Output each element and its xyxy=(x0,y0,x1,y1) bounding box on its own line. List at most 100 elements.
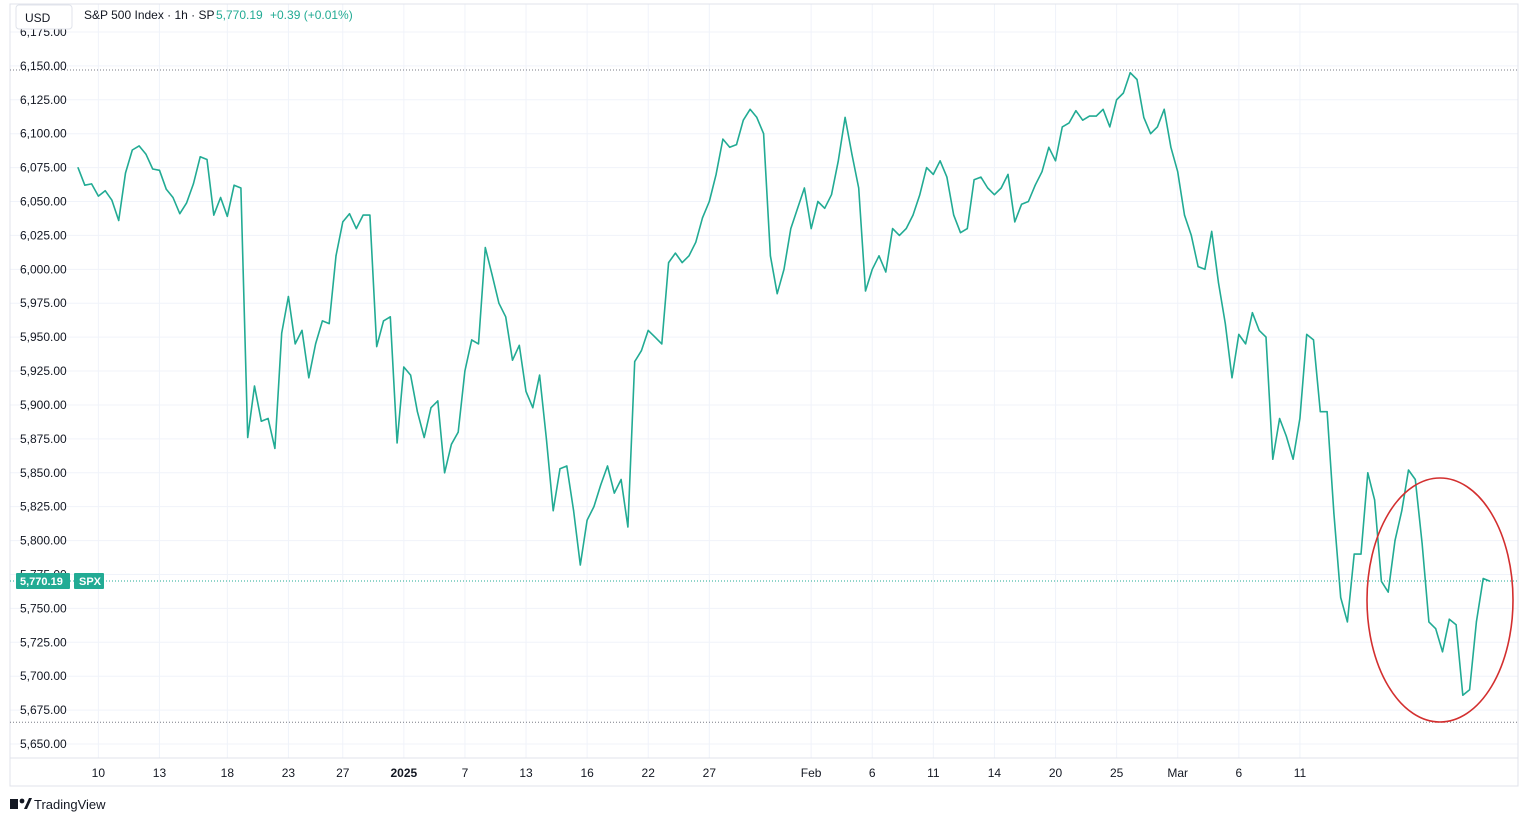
price-point xyxy=(1414,478,1416,481)
last-price-label: 5,770.19 xyxy=(20,576,63,588)
price-axis[interactable]: 5,650.00 5,675.00 5,700.00 5,725.00 5,750.00… xyxy=(20,25,67,751)
price-point xyxy=(1326,411,1328,413)
price-point xyxy=(885,271,887,273)
price-point xyxy=(1292,458,1294,460)
price-point xyxy=(396,442,398,444)
y-tick-label: 6,150.00 xyxy=(20,59,67,73)
price-point xyxy=(104,190,106,192)
price-point xyxy=(606,465,609,467)
y-tick-label: 6,025.00 xyxy=(20,228,67,242)
price-point xyxy=(749,108,751,110)
price-point xyxy=(91,183,93,185)
currency-label[interactable]: USD xyxy=(25,11,51,25)
price-point xyxy=(722,138,724,140)
y-tick-label: 5,725.00 xyxy=(20,635,67,649)
price-point xyxy=(695,241,697,243)
price-point xyxy=(233,184,235,186)
price-point xyxy=(97,195,99,197)
price-point xyxy=(376,346,378,348)
y-tick-label: 6,050.00 xyxy=(20,195,67,209)
x-tick-label: 14 xyxy=(988,766,1002,780)
price-point xyxy=(545,438,548,440)
tradingview-logo[interactable]: TradingView xyxy=(10,797,106,812)
price-point xyxy=(1183,214,1186,216)
price-point xyxy=(1231,377,1233,379)
price-point xyxy=(1469,689,1471,691)
x-tick-label: 11 xyxy=(927,766,940,780)
price-point xyxy=(437,400,439,402)
price-point xyxy=(1150,133,1152,135)
price-point xyxy=(192,183,194,185)
price-point xyxy=(186,202,188,204)
price-point xyxy=(1000,187,1002,189)
price-point xyxy=(790,228,792,230)
price-point xyxy=(213,214,215,216)
price-point xyxy=(742,119,744,121)
price-point xyxy=(152,168,154,170)
price-point xyxy=(342,221,344,223)
price-point xyxy=(613,492,615,494)
price-point xyxy=(484,247,486,249)
price-point xyxy=(1258,329,1260,331)
y-tick-label: 5,850.00 xyxy=(20,466,67,480)
price-point xyxy=(158,169,161,171)
price-point xyxy=(871,268,873,270)
price-point xyxy=(1272,458,1274,460)
price-point xyxy=(1021,203,1023,205)
price-point xyxy=(1088,115,1091,117)
chart-grid xyxy=(10,4,1518,758)
price-point xyxy=(858,187,860,189)
y-tick-label: 5,975.00 xyxy=(20,296,67,310)
price-point xyxy=(844,116,846,118)
x-tick-label: 6 xyxy=(1235,766,1242,780)
price-point xyxy=(1306,333,1308,335)
price-point xyxy=(783,268,785,270)
price-point xyxy=(1421,542,1423,544)
price-point xyxy=(1156,126,1158,128)
price-point xyxy=(1068,122,1070,124)
price-point xyxy=(803,187,806,189)
legend-header[interactable]: USD S&P 500 Index · 1h · SP 5,770.19 +0.… xyxy=(15,4,353,30)
price-point xyxy=(1251,312,1253,314)
price-point xyxy=(281,332,283,334)
price-point xyxy=(1475,621,1477,623)
price-point xyxy=(1204,268,1206,270)
price-point xyxy=(315,343,317,345)
price-point xyxy=(1190,234,1192,236)
x-tick-label: 6 xyxy=(869,766,876,780)
price-point xyxy=(389,316,391,318)
time-axis[interactable]: 10 13 18 23 27 2025 7 13 16 22 27 Feb 6 11 14 20 25 Mar 6 1… xyxy=(92,766,1307,780)
price-point xyxy=(593,506,595,508)
price-point xyxy=(674,252,677,254)
x-tick-label: 7 xyxy=(462,766,469,780)
price-point xyxy=(797,207,799,209)
price-point xyxy=(661,343,663,345)
price-point xyxy=(84,184,86,186)
currency-box[interactable] xyxy=(15,4,73,30)
price-point xyxy=(1353,553,1355,555)
price-point xyxy=(444,472,446,474)
price-point xyxy=(328,323,330,325)
price-point xyxy=(1014,221,1016,223)
price-point xyxy=(1211,230,1213,232)
x-tick-label: 20 xyxy=(1049,766,1063,780)
price-point xyxy=(1027,200,1029,203)
price-point xyxy=(939,160,941,162)
price-point xyxy=(1007,173,1009,175)
x-tick-label: Feb xyxy=(801,766,822,780)
price-point xyxy=(735,144,738,146)
price-point xyxy=(355,228,357,230)
x-tick-label: 13 xyxy=(153,766,167,780)
price-point xyxy=(1054,160,1057,162)
price-point xyxy=(525,390,527,392)
price-point xyxy=(220,196,222,199)
y-tick-label: 5,950.00 xyxy=(20,330,67,344)
price-point xyxy=(1380,580,1382,582)
price-point xyxy=(715,173,717,175)
price-point xyxy=(226,215,228,217)
price-point xyxy=(1129,72,1131,74)
price-point xyxy=(1455,624,1457,626)
price-point xyxy=(179,213,181,215)
price-point xyxy=(878,255,880,257)
